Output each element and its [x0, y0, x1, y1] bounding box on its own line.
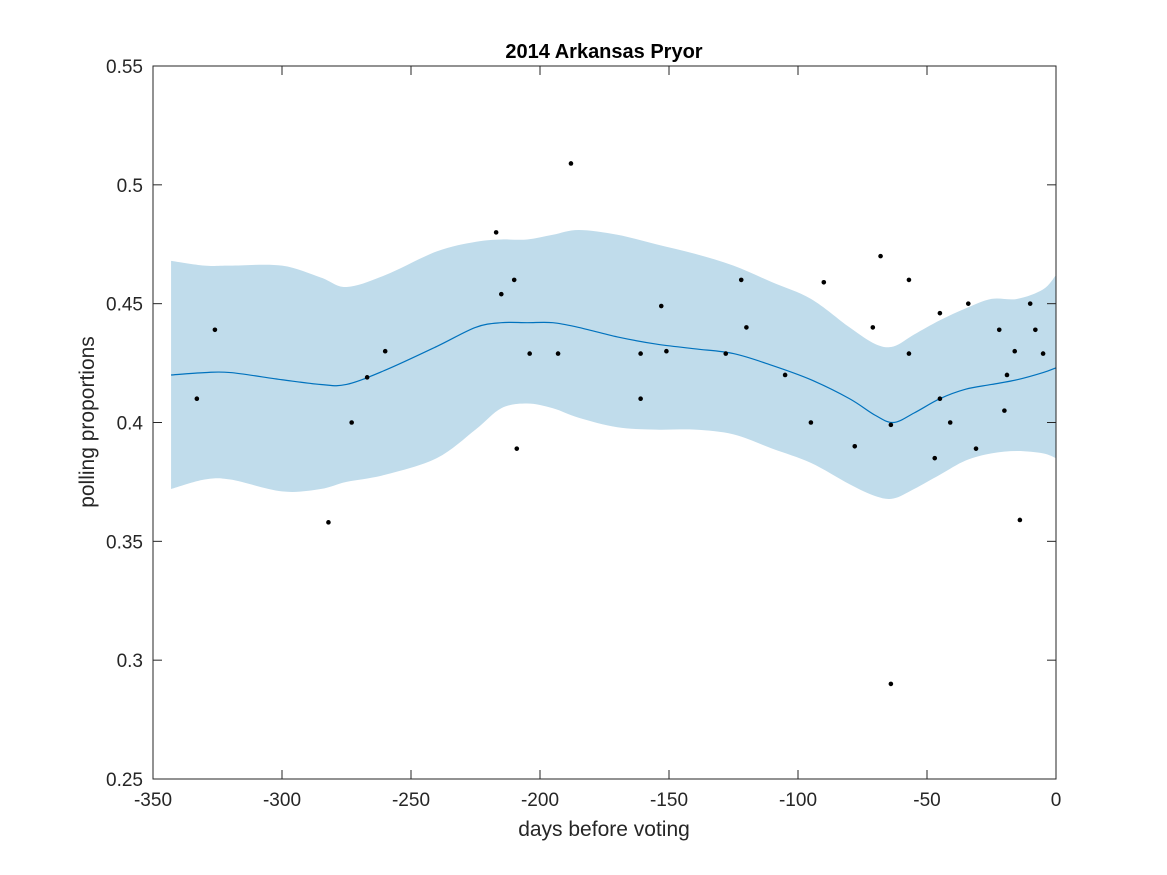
poll-point — [349, 420, 354, 425]
poll-point — [808, 420, 814, 425]
x-tick-label: -50 — [913, 790, 940, 811]
poll-point — [1004, 372, 1010, 378]
chart-title: 2014 Arkansas Pryor — [505, 41, 702, 63]
y-tick-label: 0.55 — [106, 57, 143, 78]
poll-point — [658, 303, 664, 309]
x-tick-label: -350 — [134, 790, 172, 811]
poll-point — [1017, 517, 1023, 523]
poll-point — [937, 310, 943, 316]
x-tick-label: -200 — [521, 790, 559, 811]
x-tick-label: -100 — [779, 790, 817, 811]
poll-point — [326, 520, 331, 525]
poll-point — [1040, 351, 1046, 356]
poll-point — [878, 253, 883, 259]
poll-points — [194, 161, 1046, 687]
poll-point — [555, 351, 561, 356]
poll-point — [723, 351, 729, 356]
poll-point — [870, 325, 876, 330]
x-tick-label: -150 — [650, 790, 688, 811]
x-tick-label: -300 — [263, 790, 301, 811]
y-tick-label: 0.25 — [106, 770, 143, 791]
poll-point — [212, 327, 218, 333]
plot-area — [171, 161, 1057, 687]
confidence-band — [171, 229, 1056, 500]
poll-point — [738, 277, 744, 283]
poll-point — [937, 396, 943, 402]
poll-point — [1027, 301, 1033, 306]
poll-point — [493, 230, 499, 235]
poll-point — [744, 325, 749, 330]
poll-point — [514, 446, 520, 451]
poll-point — [888, 422, 894, 428]
poll-point — [906, 277, 912, 283]
poll-point — [664, 348, 669, 354]
x-tick-label: 0 — [1051, 790, 1062, 811]
poll-point — [194, 396, 200, 402]
y-axis-label: polling proportions — [76, 336, 99, 508]
poll-point — [527, 351, 532, 356]
x-axis-label: days before voting — [518, 818, 690, 841]
poll-point — [906, 351, 912, 356]
poll-point — [1012, 348, 1018, 354]
y-tick-label: 0.4 — [117, 414, 144, 435]
axis-ticks: -350 -300 -250 -200 -150 -100 -50 0 0.25 0.3 0.35 0… — [106, 57, 1061, 811]
poll-point — [568, 161, 574, 166]
x-tick-label: -250 — [392, 790, 430, 811]
poll-point — [364, 375, 370, 380]
y-tick-label: 0.45 — [106, 295, 143, 316]
poll-point — [499, 291, 504, 297]
poll-point — [1002, 408, 1007, 413]
poll-point — [965, 301, 971, 306]
poll-point — [852, 443, 858, 449]
y-tick-label: 0.3 — [117, 651, 143, 672]
poll-point — [821, 279, 827, 285]
poll-point — [888, 681, 894, 687]
poll-point — [973, 446, 979, 451]
poll-point — [1033, 327, 1038, 333]
poll-point — [382, 348, 388, 354]
poll-point — [638, 351, 643, 356]
y-tick-label: 0.5 — [117, 176, 143, 197]
poll-point — [947, 420, 953, 425]
poll-point — [638, 396, 643, 402]
y-tick-label: 0.35 — [106, 532, 143, 553]
poll-point — [932, 455, 938, 461]
poll-point — [996, 327, 1002, 333]
poll-point — [511, 277, 517, 283]
trend-line — [171, 321, 1057, 424]
poll-point — [782, 372, 788, 378]
